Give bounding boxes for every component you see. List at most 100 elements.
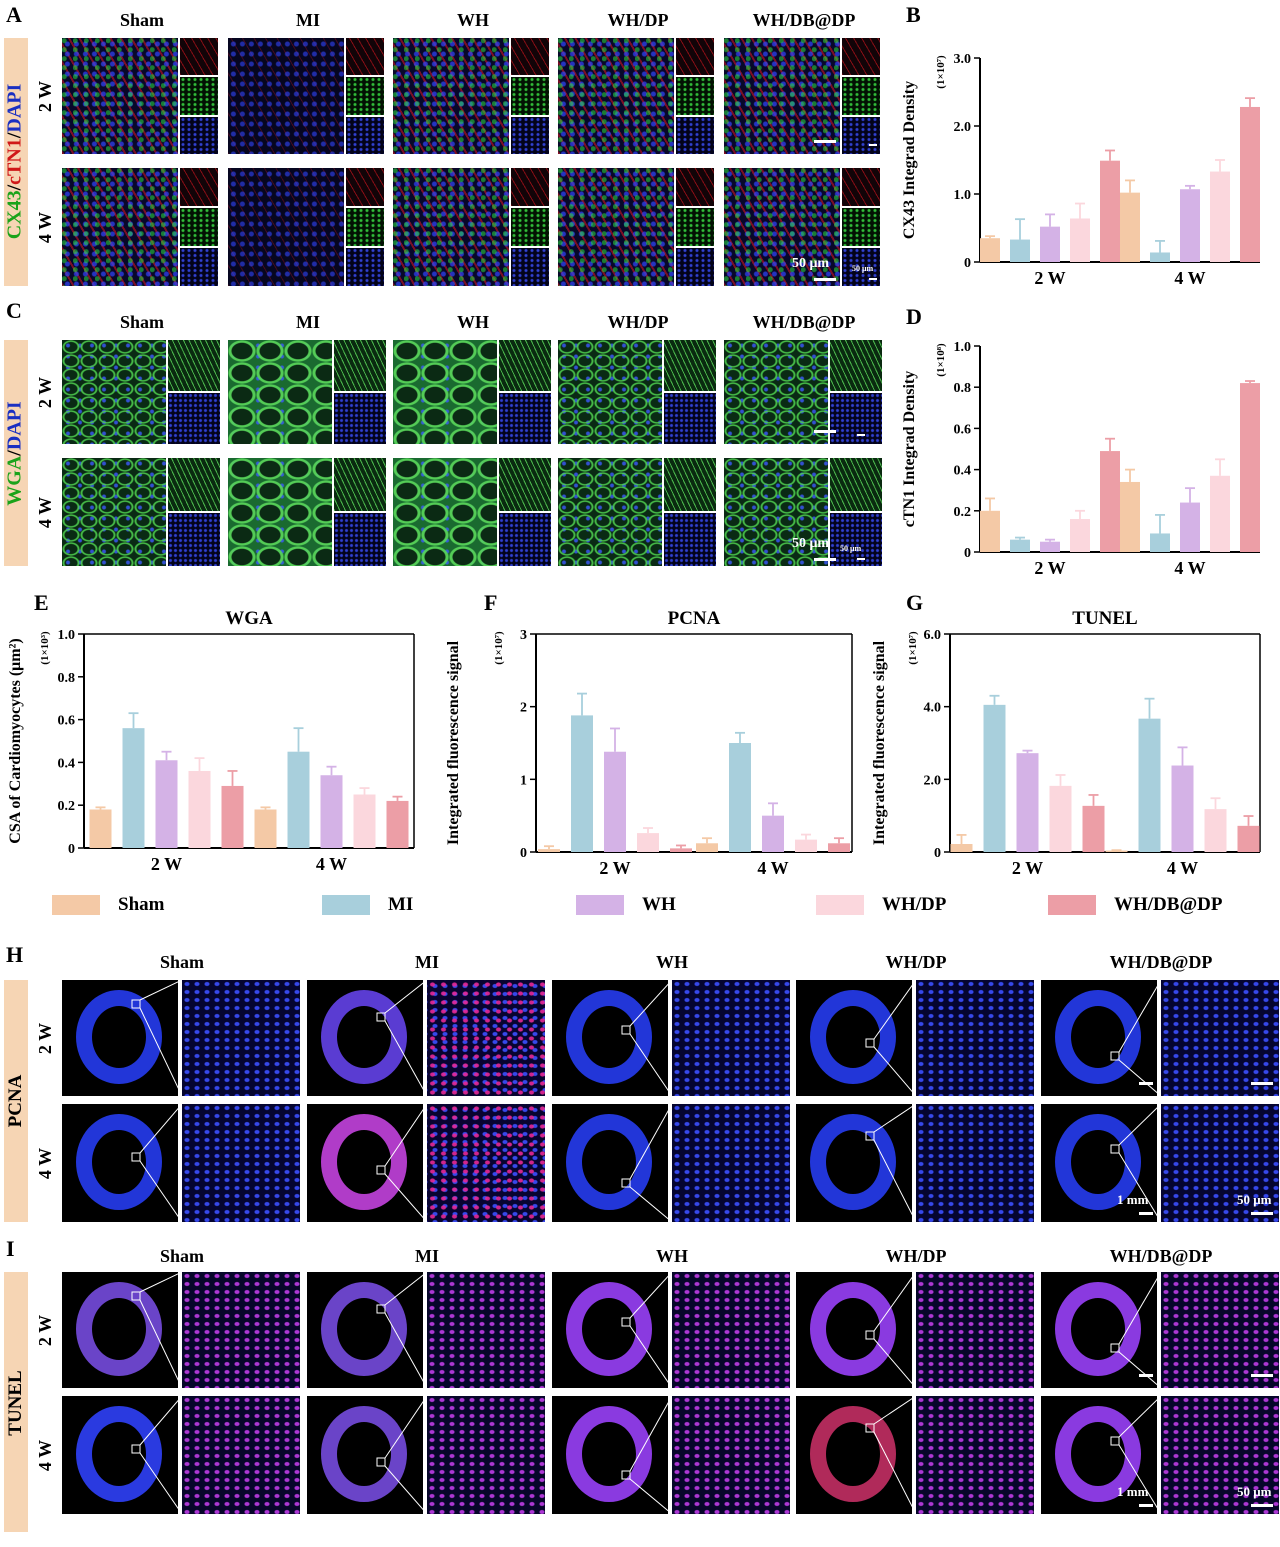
bar xyxy=(1210,475,1230,552)
micrograph-main xyxy=(724,168,840,286)
bar xyxy=(1070,519,1090,552)
bar xyxy=(89,809,112,848)
column-header-3: WH/DP xyxy=(607,10,669,30)
bar xyxy=(221,785,244,848)
micrograph-inset xyxy=(346,248,384,286)
micrograph-inset xyxy=(676,208,714,246)
bar xyxy=(353,794,376,848)
x-tick-label: 4 W xyxy=(1167,858,1198,878)
legend-swatch xyxy=(1048,895,1096,915)
y-axis-label: CSA of Cardiomyocytes (μm²) xyxy=(7,638,24,843)
micrograph-inset xyxy=(511,168,549,206)
scale-bar xyxy=(814,558,836,561)
y-axis-unit: (1×10⁷) xyxy=(907,631,919,665)
panel-letter-e: E xyxy=(34,590,49,615)
y-tick-label: 3 xyxy=(520,628,527,643)
tissue-section xyxy=(552,980,668,1096)
zoom-view xyxy=(182,1396,300,1514)
legend-item-sham: Sham xyxy=(52,894,164,916)
scale-bar xyxy=(814,140,836,143)
heart-section-outline xyxy=(76,1406,162,1502)
zoom-view xyxy=(427,980,545,1096)
scale-bar xyxy=(1139,1082,1153,1085)
x-tick-label: 4 W xyxy=(316,854,347,874)
micrograph-inset xyxy=(346,38,384,76)
micrograph-main xyxy=(393,168,509,286)
chart-d-ctn1: 0 0.2 0.4 0.6 0.8 1.0 cTN1 Integrad Density (1×… xyxy=(901,340,1260,578)
y-tick-label: 0.4 xyxy=(58,756,76,771)
tissue-section xyxy=(1041,1272,1157,1388)
column-header-4: WH/DB@DP xyxy=(1109,952,1213,972)
y-tick-label: 0.8 xyxy=(58,671,76,686)
x-tick-label: 2 W xyxy=(1034,558,1065,578)
bar xyxy=(1240,383,1260,552)
bar xyxy=(571,715,593,852)
y-tick-label: 0.2 xyxy=(954,505,972,520)
zoom-view xyxy=(1161,1396,1279,1514)
bar xyxy=(287,751,310,848)
chart-g-tunel: TUNEL 0 2.0 4.0 6.0 Integrated fluorescence s… xyxy=(871,608,1261,878)
micrograph-inset xyxy=(499,340,551,391)
bar xyxy=(1082,805,1105,852)
bar xyxy=(1171,765,1194,852)
micrograph-main xyxy=(393,38,509,154)
bar xyxy=(950,844,973,852)
y-tick-label: 1.0 xyxy=(954,340,972,355)
micrograph-inset xyxy=(180,116,218,154)
stain-part: cTN1 xyxy=(3,138,26,185)
y-tick-label: 1 xyxy=(520,773,527,788)
micrograph-inset xyxy=(346,208,384,246)
panel-letter-d: D xyxy=(906,304,922,329)
column-header-3: WH/DP xyxy=(607,312,669,332)
stain-label-a: CX43/cTN1/DAPI xyxy=(4,37,27,287)
micrograph-main xyxy=(62,168,178,286)
column-header-0: Sham xyxy=(119,10,164,30)
x-tick-label: 4 W xyxy=(757,858,788,878)
y-tick-label: 6.0 xyxy=(924,628,942,643)
bar xyxy=(1070,218,1090,262)
x-tick-label: 2 W xyxy=(151,854,182,874)
row-label-1: 4 W xyxy=(35,1147,56,1180)
scale-label-inset: 50 μm xyxy=(1237,1484,1272,1499)
x-tick-label: 2 W xyxy=(1034,268,1065,288)
micrograph-inset xyxy=(830,340,882,391)
legend-swatch xyxy=(816,895,864,915)
heart-section-outline xyxy=(566,1114,652,1210)
bar xyxy=(1100,160,1120,262)
bar xyxy=(254,809,277,848)
scale-bar xyxy=(1139,1212,1153,1215)
row-label-1: 4 W xyxy=(35,1439,56,1472)
y-axis-unit: (1×10⁷) xyxy=(935,55,947,89)
micrograph-inset xyxy=(676,116,714,154)
y-tick-label: 0 xyxy=(934,846,941,861)
legend-label: WH/DP xyxy=(882,894,947,915)
column-header-2: WH xyxy=(456,10,489,30)
chart-b-cx43: 0 1.0 2.0 3.0 CX43 Integrad Density (1×10⁷) 2 … xyxy=(901,52,1260,288)
bar xyxy=(1010,239,1030,262)
micrograph-main xyxy=(393,340,497,444)
heart-section-outline xyxy=(566,1406,652,1502)
tissue-section xyxy=(62,1272,178,1388)
bar xyxy=(538,849,560,852)
heart-section-outline xyxy=(810,1282,896,1376)
zoom-view xyxy=(916,1272,1034,1388)
tissue-section xyxy=(552,1272,668,1388)
bar xyxy=(670,848,692,852)
bar xyxy=(637,833,659,852)
micrograph-inset xyxy=(842,38,880,76)
panel-letter-a: A xyxy=(6,2,22,27)
micrograph-main xyxy=(228,38,344,154)
bar xyxy=(980,510,1000,552)
y-axis-unit: (1×10⁸) xyxy=(935,343,947,377)
x-tick-label: 2 W xyxy=(599,858,630,878)
micrograph-inset xyxy=(664,393,716,444)
micrograph-inset xyxy=(346,116,384,154)
legend-swatch xyxy=(576,895,624,915)
micrograph-inset xyxy=(180,248,218,286)
legend-item-wh: WH xyxy=(576,894,676,916)
column-header-0: Sham xyxy=(119,312,164,332)
bar xyxy=(122,728,145,848)
heart-section-outline xyxy=(76,1114,162,1210)
micrograph-inset xyxy=(676,38,714,76)
y-axis-label: CX43 Integrad Density xyxy=(901,81,918,239)
